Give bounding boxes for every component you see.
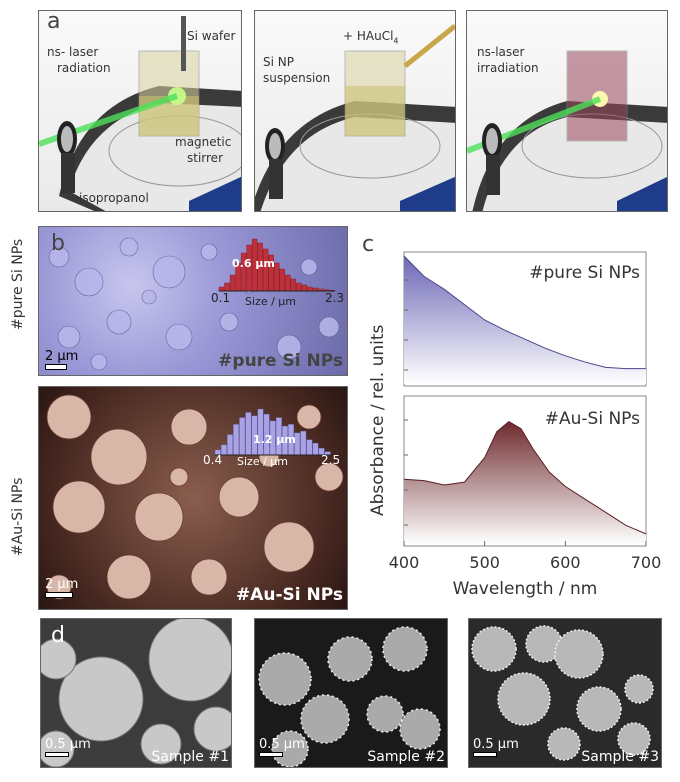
- histogram-bar: [245, 412, 252, 456]
- sample-2-caption: Sample #2: [367, 749, 445, 765]
- spectrum-line: [403, 420, 647, 535]
- x-tick-label: 600: [550, 553, 581, 572]
- histogram-bar: [300, 430, 307, 456]
- absorbance-spectra: 400 500 600 700 #pure Si NPs #Au-Si NPs Wav…: [389, 251, 662, 599]
- histogram-bar: [257, 408, 264, 456]
- au-scalebar: 2 µm: [45, 577, 78, 598]
- sample-1-particles: [41, 619, 231, 767]
- stirrer-label-2: stirrer: [187, 151, 223, 165]
- suspension-label-1: Si NP: [263, 55, 294, 69]
- histogram-bar: [279, 268, 285, 292]
- spectrum-area: [404, 421, 646, 544]
- sample-3-scalebar: 0.5 µm: [473, 737, 519, 757]
- top-plot-title: #pure Si NPs: [529, 263, 640, 283]
- histogram-bar: [312, 442, 319, 456]
- sample-3-scalebar-line: [473, 752, 497, 757]
- sample-3-caption: Sample #3: [581, 749, 659, 765]
- sem-sample-1: d 0.5 µm Sample #1: [40, 618, 232, 768]
- row-label-pure: #pure Si NPs: [10, 238, 26, 330]
- au-hist-max: 2.5: [321, 453, 341, 467]
- panel-a-setup-middle: + HAuCl4 Si NP suspension: [254, 10, 456, 212]
- laser-setup-illustration: [39, 16, 241, 211]
- x-tick-label: 400: [389, 553, 420, 572]
- pure-si-size-histogram: [218, 238, 335, 292]
- spectra-xlabel: Wavelength / nm: [453, 579, 598, 599]
- histogram-bar: [233, 424, 240, 456]
- histogram-bar: [307, 286, 313, 292]
- pure-scalebar-line: [45, 364, 67, 370]
- pure-peak-label: 0.6 µm: [232, 257, 275, 270]
- reagent-label: + HAuCl4: [343, 29, 399, 45]
- radiation-label-1: ns- laser: [47, 45, 99, 59]
- bottom-plot-title: #Au-Si NPs: [545, 409, 640, 429]
- pure-hist-axis: Size / µm: [245, 295, 296, 308]
- wafer-label: Si wafer: [187, 29, 236, 43]
- bottom-plot-frame: [403, 395, 647, 547]
- histogram-bar: [262, 248, 269, 292]
- pure-hist-min: 0.1: [211, 291, 231, 305]
- histogram-bar: [239, 417, 246, 456]
- sem-sample-2: 0.5 µm Sample #2: [254, 618, 448, 768]
- sample-1-scalebar-line: [45, 752, 69, 757]
- sample-2-scalebar-text: 0.5 µm: [259, 737, 305, 752]
- histogram-bar: [306, 439, 313, 456]
- row-label-au: #Au-Si NPs: [10, 477, 26, 556]
- spectrum-line: [403, 255, 646, 370]
- histogram-bar: [229, 274, 236, 292]
- sample-1-scalebar: 0.5 µm: [45, 737, 91, 757]
- sem-pure-si: b 0.6 µm 0.1 Size / µm 2.3 2 µm #pure Si…: [38, 226, 348, 376]
- histogram-bar: [285, 274, 291, 292]
- histogram-bar: [224, 282, 230, 292]
- pure-scalebar-text: 2 µm: [45, 349, 79, 364]
- sample-2-scalebar-line: [259, 752, 283, 757]
- sample-2-scalebar: 0.5 µm: [259, 737, 305, 757]
- irradiation-label-2: irradiation: [477, 61, 539, 75]
- pure-hist-max: 2.3: [325, 291, 345, 305]
- panel-d-label: d: [51, 623, 65, 648]
- sample-1-caption: Sample #1: [151, 749, 229, 765]
- panel-c-label: c: [362, 232, 375, 257]
- pure-si-particles: [48, 237, 340, 371]
- histogram-bar: [227, 434, 234, 456]
- sem-sample-3: 0.5 µm Sample #3: [468, 618, 662, 768]
- x-tick-label: 500: [469, 553, 500, 572]
- au-scalebar-text: 2 µm: [45, 577, 79, 592]
- au-hist-min: 0.4: [203, 453, 223, 467]
- irradiation-label-1: ns-laser: [477, 45, 525, 59]
- histogram-bar: [296, 282, 302, 292]
- x-tick-label: 700: [631, 553, 662, 572]
- panel-a-setup-right: ns-laser irradiation: [466, 10, 668, 212]
- radiation-label-2: radiation: [57, 61, 111, 75]
- sample-2-particles: [258, 626, 441, 767]
- suspension-illustration: [255, 24, 455, 211]
- spectra-ticks: 400 500 600 700: [389, 279, 662, 572]
- histogram-bar: [274, 262, 280, 292]
- panel-a-label: a: [47, 10, 61, 34]
- pure-si-spectrum: [403, 255, 646, 384]
- histogram-bar: [290, 278, 297, 292]
- au-hist-axis: Size / µm: [237, 455, 288, 468]
- pure-caption: #pure Si NPs: [218, 351, 343, 371]
- sample-1-scalebar-text: 0.5 µm: [45, 737, 91, 752]
- panel-b-label: b: [51, 231, 65, 256]
- au-si-spectrum: [403, 420, 647, 544]
- sample-3-scalebar-text: 0.5 µm: [473, 737, 519, 752]
- au-si-size-histogram: [214, 408, 331, 456]
- panel-a-setup-left: a ns- laser radiation Si wafer magnetic …: [38, 10, 242, 212]
- stirrer-label-1: magnetic: [175, 135, 232, 149]
- reagent-subscript: 4: [393, 36, 399, 46]
- isopropanol-label: isopropanol: [79, 191, 149, 205]
- spectrum-area: [404, 256, 646, 384]
- au-si-particles: [46, 394, 344, 600]
- sem-au-si: 1.2 µm 0.4 Size / µm 2.5 2 µm #Au-Si NPs: [38, 386, 348, 610]
- au-scalebar-line: [45, 592, 73, 598]
- histogram-bar: [301, 284, 308, 292]
- au-caption: #Au-Si NPs: [235, 585, 343, 605]
- au-peak-label: 1.2 µm: [253, 433, 296, 446]
- suspension-label-2: suspension: [263, 71, 331, 85]
- pure-scalebar: 2 µm: [45, 349, 78, 370]
- reagent-text: + HAuCl: [343, 29, 394, 43]
- irradiation-illustration: [467, 50, 667, 211]
- sample-3-particles: [471, 625, 654, 761]
